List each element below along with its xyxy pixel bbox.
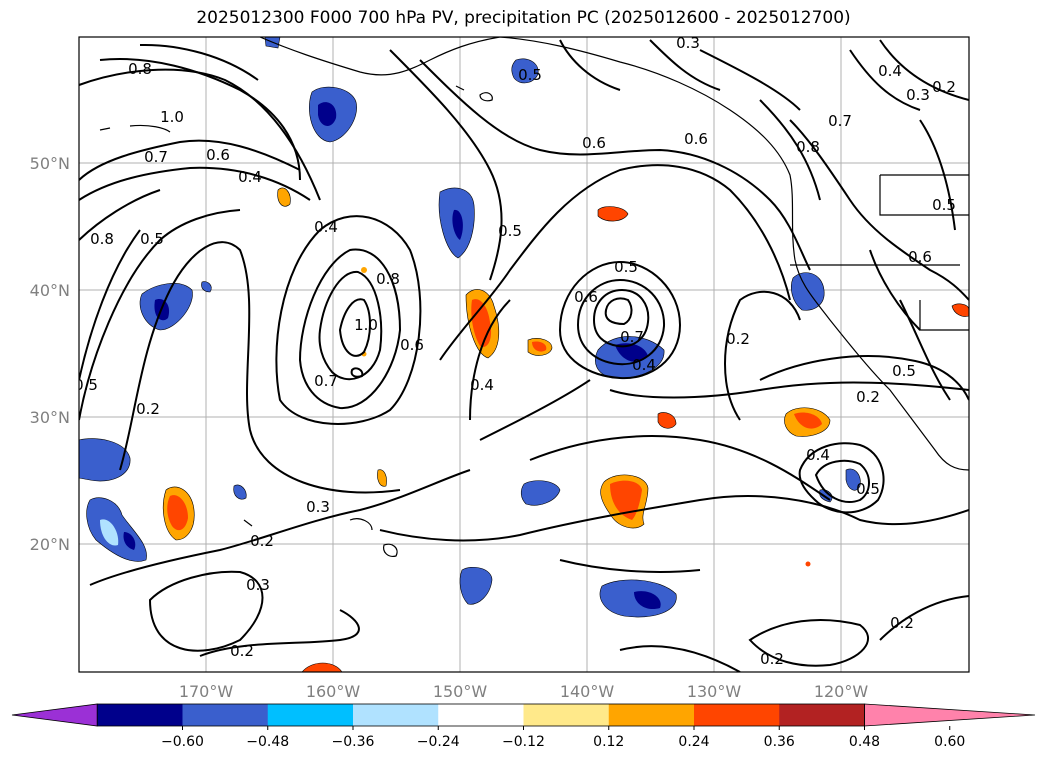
colorbar-segment: [97, 704, 183, 726]
colorbar-segment: [267, 704, 354, 726]
map-area: [79, 37, 969, 672]
lat-label: 40°N: [30, 281, 70, 300]
colorbar-tick-label: 0.48: [849, 734, 880, 750]
svg-text:1.0: 1.0: [354, 316, 378, 334]
colorbar-extend-max: [864, 703, 1036, 727]
svg-text:0.3: 0.3: [906, 86, 930, 104]
lon-label: 150°W: [433, 682, 488, 701]
svg-text:0.4: 0.4: [632, 356, 656, 374]
svg-text:0.5: 0.5: [614, 258, 638, 276]
colorbar-segment: [694, 704, 780, 726]
svg-text:0.6: 0.6: [400, 336, 424, 354]
colorbar-segment: [353, 704, 439, 726]
svg-text:0.6: 0.6: [574, 288, 598, 306]
svg-text:0.4: 0.4: [806, 446, 830, 464]
colorbar-tick-label: −0.60: [161, 734, 204, 750]
svg-text:0.8: 0.8: [376, 270, 400, 288]
svg-text:0.5: 0.5: [498, 222, 522, 240]
contour-labels: 0.8 1.0 0.7 0.6 0.4 0.8 0.5 0.4 0.8 1.0 …: [74, 34, 956, 668]
svg-text:0.5: 0.5: [856, 480, 880, 498]
lon-label: 120°W: [814, 682, 869, 701]
svg-text:0.7: 0.7: [314, 372, 338, 390]
lon-axis: 170°W 160°W 150°W 140°W 130°W 120°W: [179, 682, 869, 701]
colorbar-segment: [438, 704, 524, 726]
map-title: 2025012300 F000 700 hPa PV, precipitatio…: [196, 8, 851, 28]
svg-text:0.8: 0.8: [128, 60, 152, 78]
svg-text:0.5: 0.5: [892, 362, 916, 380]
map-border: [78, 36, 970, 673]
lon-label: 160°W: [306, 682, 361, 701]
svg-text:0.3: 0.3: [246, 576, 270, 594]
svg-text:0.3: 0.3: [676, 34, 700, 52]
colorbar-segment: [779, 704, 865, 726]
lon-label: 170°W: [179, 682, 234, 701]
svg-text:0.6: 0.6: [684, 130, 708, 148]
svg-text:0.4: 0.4: [470, 376, 494, 394]
svg-text:0.6: 0.6: [908, 248, 932, 266]
svg-text:0.5: 0.5: [140, 230, 164, 248]
svg-text:0.5: 0.5: [932, 196, 956, 214]
svg-text:0.8: 0.8: [796, 138, 820, 156]
colorbar-tick-label: 0.12: [593, 734, 624, 750]
colorbar-segment: [182, 704, 269, 726]
svg-text:1.0: 1.0: [160, 108, 184, 126]
svg-text:0.6: 0.6: [582, 134, 606, 152]
colorbar-extend-min: [11, 703, 98, 727]
colorbar-tick-label: 0.36: [764, 734, 795, 750]
lon-label: 140°W: [560, 682, 615, 701]
svg-text:0.2: 0.2: [856, 388, 880, 406]
svg-text:0.2: 0.2: [250, 532, 274, 550]
svg-text:0.7: 0.7: [144, 148, 168, 166]
svg-text:0.4: 0.4: [238, 168, 262, 186]
svg-text:0.2: 0.2: [136, 400, 160, 418]
svg-text:0.2: 0.2: [230, 642, 254, 660]
pv-contours: [79, 39, 969, 672]
svg-text:0.4: 0.4: [878, 62, 902, 80]
svg-text:0.2: 0.2: [932, 78, 956, 96]
lat-label: 30°N: [30, 408, 70, 427]
lat-label: 20°N: [30, 535, 70, 554]
svg-text:0.2: 0.2: [890, 614, 914, 632]
lon-label: 130°W: [687, 682, 742, 701]
colorbar-segment: [608, 704, 695, 726]
svg-text:0.6: 0.6: [206, 146, 230, 164]
svg-text:0.7: 0.7: [620, 328, 644, 346]
svg-text:0.7: 0.7: [828, 112, 852, 130]
colorbar-tick-label: 0.24: [678, 734, 709, 750]
colorbar-tick-label: 0.60: [934, 734, 965, 750]
colorbar: −0.60 −0.48 −0.36 −0.24 −0.12 0.12 0.24 0.36 0.4…: [11, 703, 1036, 750]
precip-blobs: [79, 37, 969, 672]
svg-text:0.2: 0.2: [726, 330, 750, 348]
svg-text:0.5: 0.5: [74, 376, 98, 394]
colorbar-outline: [96, 703, 865, 727]
colorbar-segment: [523, 704, 610, 726]
colorbar-tick-label: −0.36: [332, 734, 375, 750]
lat-axis: 50°N 40°N 30°N 20°N: [30, 154, 70, 554]
colorbar-tick-label: −0.12: [502, 734, 545, 750]
svg-text:0.4: 0.4: [314, 218, 338, 236]
svg-text:0.8: 0.8: [90, 230, 114, 248]
colorbar-tick-label: −0.24: [417, 734, 460, 750]
colorbar-tick-label: −0.48: [246, 734, 289, 750]
svg-text:0.5: 0.5: [518, 66, 542, 84]
svg-text:0.3: 0.3: [306, 498, 330, 516]
coastlines: [99, 37, 969, 557]
svg-text:0.2: 0.2: [760, 650, 784, 668]
lat-label: 50°N: [30, 154, 70, 173]
